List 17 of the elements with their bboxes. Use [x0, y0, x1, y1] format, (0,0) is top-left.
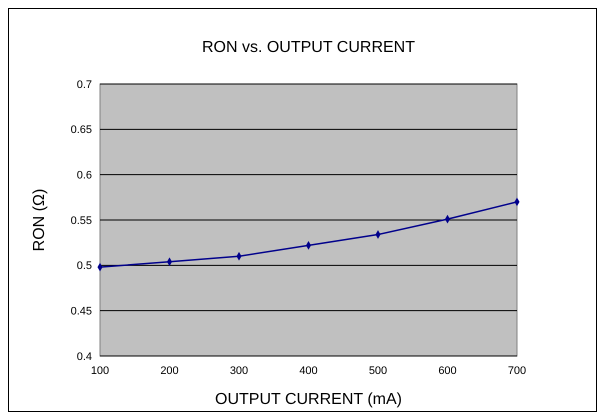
x-tick-label: 700 — [508, 365, 526, 377]
y-tick-label: 0.6 — [76, 170, 92, 182]
y-tick-label: 0.5 — [76, 260, 92, 272]
x-tick-label: 200 — [160, 365, 179, 377]
x-tick-label: 300 — [230, 365, 248, 377]
chart-title: RON vs. OUTPUT CURRENT — [202, 39, 416, 56]
x-tick-label: 500 — [368, 365, 388, 377]
x-axis-title: OUTPUT CURRENT (mA) — [215, 391, 402, 408]
y-tick-label: 0.65 — [70, 124, 92, 136]
x-tick-label: 100 — [90, 365, 110, 377]
x-tick-label: 600 — [438, 365, 457, 377]
y-tick-label: 0.45 — [70, 306, 92, 318]
y-tick-label: 0.55 — [70, 214, 92, 227]
y-tick-label: 0.4 — [76, 350, 92, 363]
x-tick-label: 400 — [299, 365, 318, 377]
y-tick-label: 0.7 — [76, 78, 92, 91]
y-axis-title: RON (Ω) — [31, 188, 48, 252]
